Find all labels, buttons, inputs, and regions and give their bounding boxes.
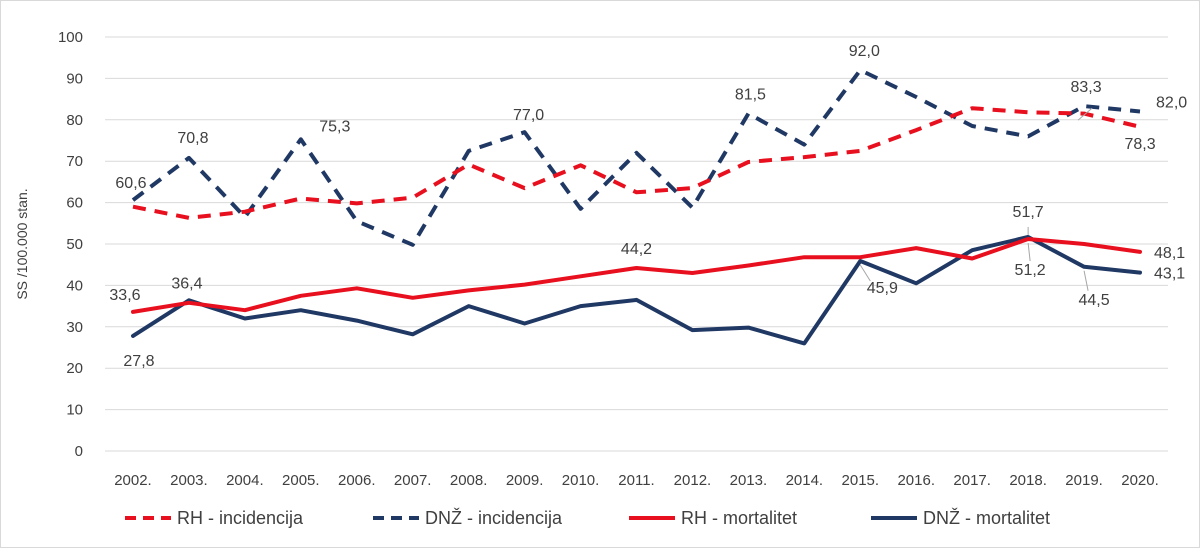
y-tick-label: 70 [66,153,83,170]
y-tick-label: 60 [66,195,83,212]
x-tick-label: 2010. [562,472,600,489]
y-axis-ticks: 0 10 20 30 40 50 60 70 80 90 100 [58,29,83,460]
data-label: 45,9 [867,280,898,297]
data-label: 75,3 [319,118,350,135]
series-line-2 [131,237,1142,314]
legend: RH - incidencija DNŽ - incidencija RH - mo… [125,508,1050,528]
y-tick-label: 20 [66,360,83,377]
x-tick-label: 2019. [1065,472,1103,489]
y-tick-label: 80 [66,112,83,129]
x-tick-label: 2002. [114,472,152,489]
data-label: 77,0 [513,107,544,124]
legend-label: RH - mortalitet [681,508,797,528]
data-label: 27,8 [123,353,154,370]
y-tick-label: 90 [66,70,83,87]
x-tick-label: 2017. [953,472,991,489]
data-label: 48,1 [1154,245,1185,262]
label-leader [859,264,871,282]
x-tick-label: 2005. [282,472,320,489]
x-tick-label: 2012. [674,472,712,489]
legend-label: DNŽ - mortalitet [923,508,1050,528]
label-leader [1083,270,1089,291]
x-tick-label: 2011. [618,472,654,489]
label-leader [1027,242,1031,262]
x-tick-label: 2007. [394,472,432,489]
x-tick-label: 2004. [226,472,264,489]
data-label: 78,3 [1124,136,1155,153]
data-label: 82,0 [1156,95,1187,112]
x-tick-label: 2008. [450,472,488,489]
x-tick-label: 2015. [842,472,880,489]
y-tick-label: 10 [66,402,83,419]
data-label: 51,2 [1015,262,1046,279]
gridlines [105,36,1168,452]
series-line-1 [131,68,1141,247]
label-leader-lines [859,107,1093,291]
data-label: 44,2 [621,241,652,258]
data-label: 33,6 [109,287,140,304]
data-label: 44,5 [1079,292,1110,309]
data-label: 60,6 [115,175,146,192]
x-tick-label: 2013. [730,472,768,489]
data-label: 83,3 [1071,79,1102,96]
data-label: 43,1 [1154,266,1185,283]
y-tick-label: 50 [66,236,83,253]
series-lines [131,68,1142,346]
y-tick-label: 30 [66,319,83,336]
data-label: 92,0 [849,43,880,60]
x-tick-label: 2009. [506,472,544,489]
y-axis-label: SS /100.000 stan. [14,188,30,299]
x-tick-label: 2014. [786,472,824,489]
label-leader [1077,107,1093,121]
series-line-3 [131,235,1142,346]
x-tick-label: 2006. [338,472,376,489]
data-label: 36,4 [171,275,202,292]
x-tick-label: 2018. [1009,472,1047,489]
data-label: 81,5 [735,87,766,104]
legend-label: DNŽ - incidencija [425,508,563,528]
x-axis-ticks: 2002. 2003. 2004. 2005. 2006. 2007. 2008. 2009.… [114,472,1159,489]
data-labels: 78,3 60,6 70,8 75,3 77,0 81,5 92,0 83,3 82,0 33,6… [109,43,1187,370]
x-tick-label: 2003. [170,472,208,489]
y-tick-label: 40 [66,277,83,294]
data-label: 51,7 [1013,204,1044,221]
legend-label: RH - incidencija [177,508,304,528]
y-tick-label: 0 [75,443,83,460]
x-tick-label: 2016. [897,472,935,489]
series-line-0 [132,106,1141,220]
x-tick-label: 2020. [1121,472,1159,489]
y-tick-label: 100 [58,29,83,46]
data-label: 70,8 [177,130,208,147]
